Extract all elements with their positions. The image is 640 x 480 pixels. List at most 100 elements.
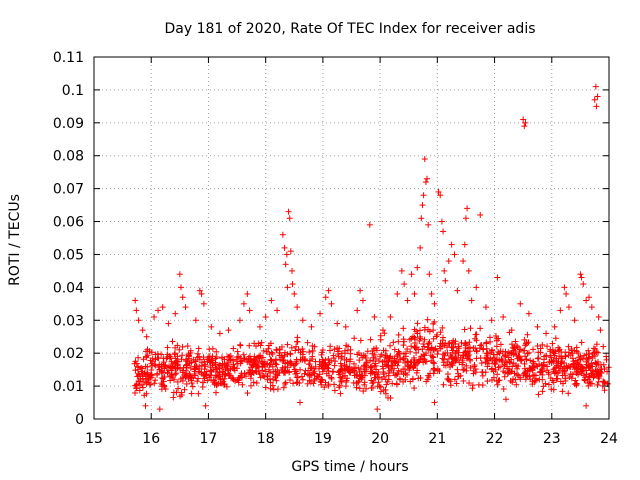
data-point [562,375,569,382]
data-point [177,365,184,372]
data-point [361,379,368,386]
data-point [383,381,390,388]
data-point [375,379,382,386]
data-point [382,390,389,397]
data-point [367,370,374,377]
data-point [245,369,252,376]
data-point [458,339,465,346]
data-point [523,356,530,363]
data-point [473,347,480,354]
data-point [434,367,441,374]
data-point [543,330,550,337]
data-point [322,357,329,364]
data-point [143,379,150,386]
data-point [139,365,146,372]
data-point [408,271,415,278]
data-point [441,356,448,363]
data-point [479,382,486,389]
data-point [281,349,288,356]
data-point [589,363,596,370]
data-point [435,188,442,195]
data-point [209,345,216,352]
data-point [206,372,213,379]
data-point [512,338,519,345]
data-point [213,366,220,373]
data-point [138,364,145,371]
data-point [309,347,316,354]
data-point [264,361,271,368]
data-point [236,374,243,381]
data-point [202,361,209,368]
data-point [343,356,350,363]
data-point [524,373,531,380]
data-point [244,290,251,297]
data-point [569,355,576,362]
data-point [225,370,232,377]
data-point [213,389,220,396]
data-point [216,330,223,337]
data-point [337,366,344,373]
data-point [477,211,484,218]
data-point [178,391,185,398]
data-point [601,379,608,386]
data-point [585,294,592,301]
data-point [186,360,193,367]
data-point [583,358,590,365]
data-point [182,374,189,381]
data-point [171,350,178,357]
data-point [479,369,486,376]
data-point [297,366,304,373]
data-point [545,381,552,388]
data-point [294,379,301,386]
x-tick-label: 15 [85,431,103,447]
data-point [490,368,497,375]
data-point [447,382,454,389]
data-point [482,304,489,311]
data-point [272,356,279,363]
data-point [394,351,401,358]
data-point [511,344,518,351]
data-point [164,353,171,360]
data-point [249,367,256,374]
data-point [483,354,490,361]
data-point [504,365,511,372]
data-point [370,357,377,364]
data-point [582,376,589,383]
data-point [284,341,291,348]
data-point [322,294,329,301]
data-point [354,379,361,386]
data-point [262,368,269,375]
data-point [460,258,467,265]
data-point [573,364,580,371]
data-point [596,373,603,380]
data-point [132,297,139,304]
data-point [521,336,528,343]
data-point [583,361,590,368]
data-point [132,389,139,396]
data-point [183,380,190,387]
data-point [521,123,528,130]
data-point [404,358,411,365]
data-point [227,366,234,373]
data-point [423,378,430,385]
data-point [262,384,269,391]
data-point [541,353,548,360]
data-point [174,378,181,385]
data-point [448,241,455,248]
data-point [147,381,154,388]
data-point [325,287,332,294]
data-point [144,346,151,353]
data-point [217,376,224,383]
data-point [300,348,307,355]
data-point [414,264,421,271]
data-point [440,228,447,235]
data-point [270,376,277,383]
data-point [417,375,424,382]
data-point [151,313,158,320]
data-point [330,352,337,359]
data-point [455,343,462,350]
data-point [224,361,231,368]
x-tick-label: 19 [314,431,332,447]
data-point [548,354,555,361]
data-point [580,281,587,288]
